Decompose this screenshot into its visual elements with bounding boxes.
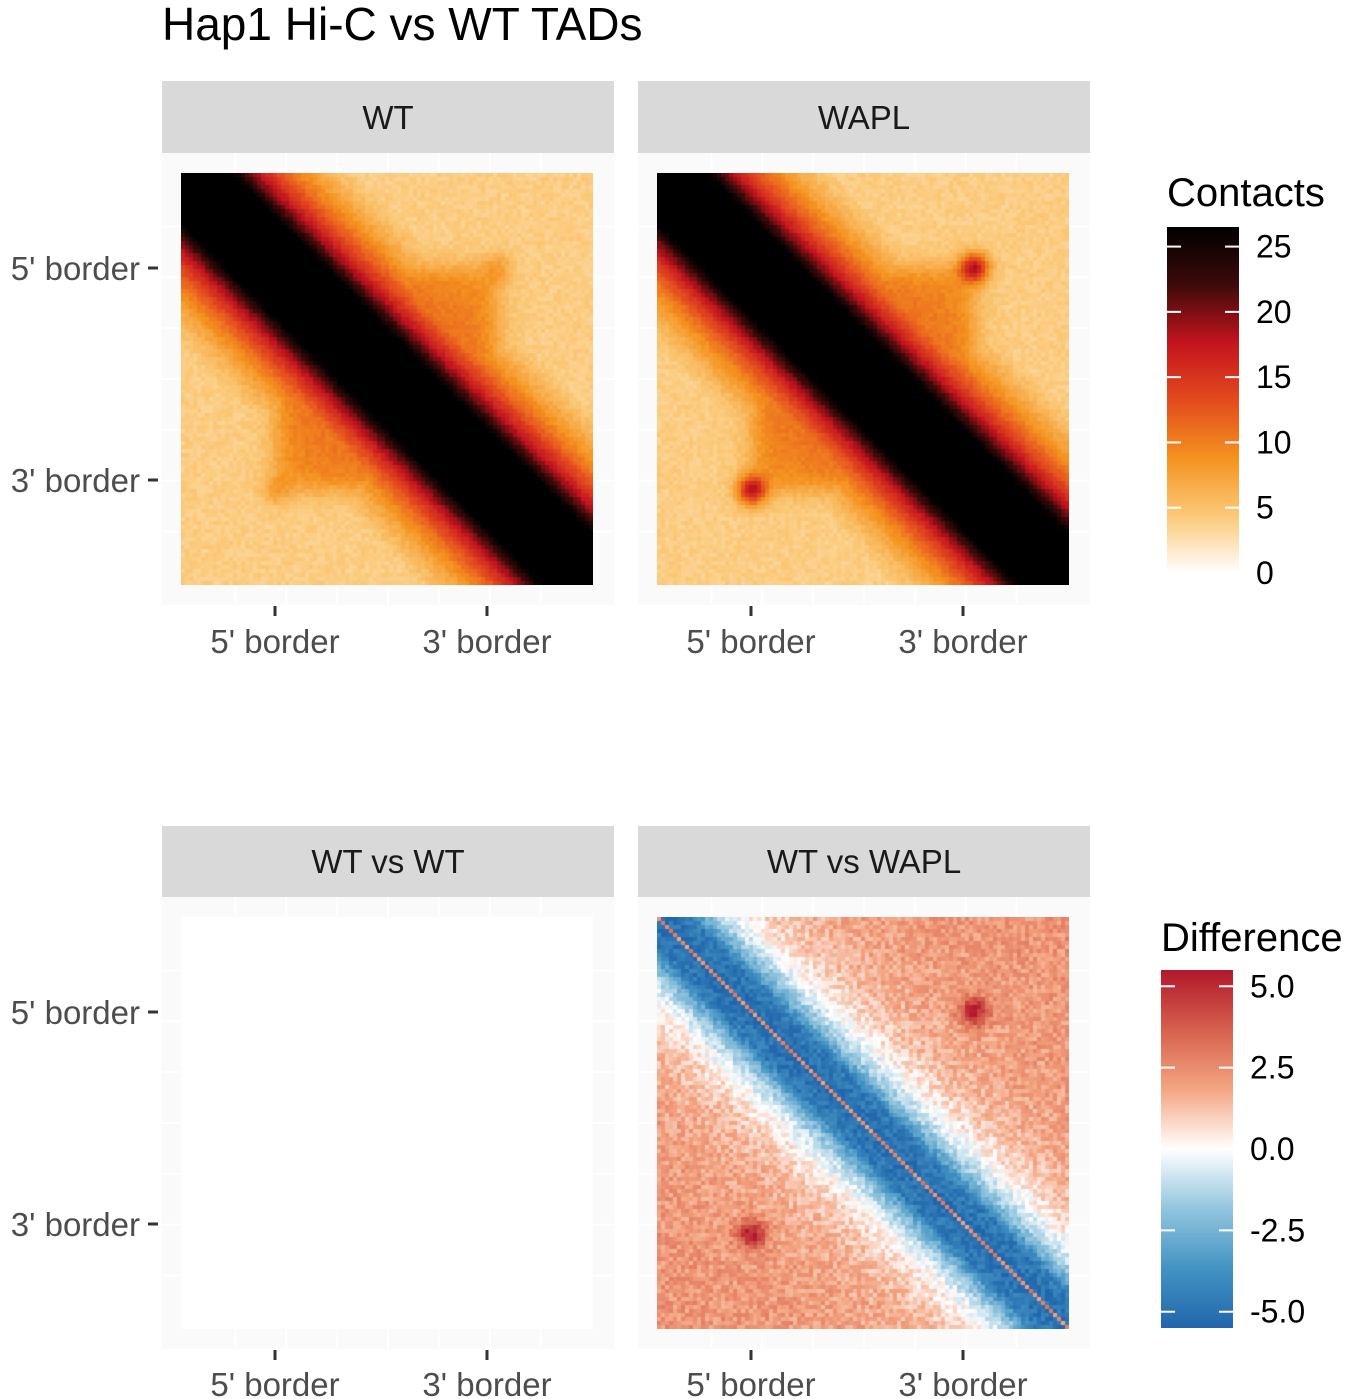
legend-tick-label: -2.5: [1250, 1212, 1305, 1248]
facet-row-contacts: WT WAPL 5' border 3' border: [11, 81, 1325, 660]
strip-wt-vs-wt: [162, 826, 614, 897]
strip-label-wapl: WAPL: [818, 99, 910, 136]
strip-wt-vs-wapl: [638, 826, 1090, 897]
heatmap-canvas-wt: [181, 173, 593, 585]
panel-wapl: WAPL: [638, 81, 1090, 605]
heatmap-wapl: [657, 173, 1069, 585]
strip-wapl: [638, 81, 1090, 153]
x-tick-label: 3' border: [422, 623, 551, 660]
strip-label-wt-vs-wapl: WT vs WAPL: [767, 843, 961, 880]
panel-wt-vs-wt: WT vs WT: [162, 826, 614, 1349]
x-axis-row-1: 5' border 3' border 5' border 3' border: [210, 1350, 1028, 1399]
legend-contacts: Contacts 0 5 10 15 20 25: [1167, 171, 1325, 591]
y-tick-label: 3' border: [11, 462, 140, 499]
strip-label-wt: WT: [362, 99, 413, 136]
y-tick-label: 5' border: [11, 994, 140, 1031]
legend-ticks-difference: 5.0 2.5 0.0 -2.5 -5.0: [1161, 968, 1305, 1330]
y-tick-label: 5' border: [11, 250, 140, 287]
legend-title-contacts: Contacts: [1167, 171, 1325, 215]
panel-wt: WT: [162, 81, 614, 605]
heatmap-wt: [181, 173, 593, 585]
legend-tick-label: 25: [1256, 229, 1292, 265]
legend-tick-label: 5: [1256, 490, 1274, 526]
x-tick-label: 5' border: [686, 1366, 815, 1399]
legend-tick-label: -5.0: [1250, 1294, 1305, 1330]
legend-tick-label: 0.0: [1250, 1131, 1294, 1167]
y-tick-label: 3' border: [11, 1206, 140, 1243]
x-tick-label: 3' border: [898, 1366, 1027, 1399]
heatmap-canvas-wapl: [657, 173, 1069, 585]
legend-tick-label: 10: [1256, 424, 1292, 460]
strip-label-wt-vs-wt: WT vs WT: [311, 843, 464, 880]
legend-difference: Difference 5.0 2.5 0.0 -2.5 -5.0: [1161, 916, 1343, 1330]
colorbar-contacts: [1167, 227, 1239, 573]
x-axis-row-0: 5' border 3' border 5' border 3' border: [210, 606, 1028, 660]
y-axis-row-1: 5' border 3' border: [11, 994, 158, 1243]
legend-tick-label: 15: [1256, 359, 1292, 395]
legend-tick-label: 5.0: [1250, 968, 1294, 1004]
strip-wt: [162, 81, 614, 153]
legend-ticks-contacts: 0 5 10 15 20 25: [1167, 229, 1292, 591]
legend-tick-label: 2.5: [1250, 1050, 1294, 1086]
legend-title-difference: Difference: [1161, 916, 1343, 960]
facet-row-difference: WT vs WT WT vs WAPL 5' border 3' border …: [11, 826, 1343, 1399]
x-tick-label: 3' border: [898, 623, 1027, 660]
y-axis-row-0: 5' border 3' border: [11, 250, 158, 499]
x-tick-label: 5' border: [210, 1366, 339, 1399]
x-tick-label: 5' border: [686, 623, 815, 660]
heatmap-canvas-wt-vs-wapl: [657, 917, 1069, 1329]
x-tick-label: 3' border: [422, 1366, 551, 1399]
chart-title: Hap1 Hi-C vs WT TADs: [162, 0, 643, 50]
legend-tick-label: 20: [1256, 294, 1292, 330]
x-tick-label: 5' border: [210, 623, 339, 660]
heatmap-wt-vs-wapl: [657, 917, 1069, 1329]
heatmap-wt-vs-wt: [181, 917, 593, 1329]
legend-tick-label: 0: [1256, 555, 1274, 591]
panel-wt-vs-wapl: WT vs WAPL: [638, 826, 1090, 1349]
